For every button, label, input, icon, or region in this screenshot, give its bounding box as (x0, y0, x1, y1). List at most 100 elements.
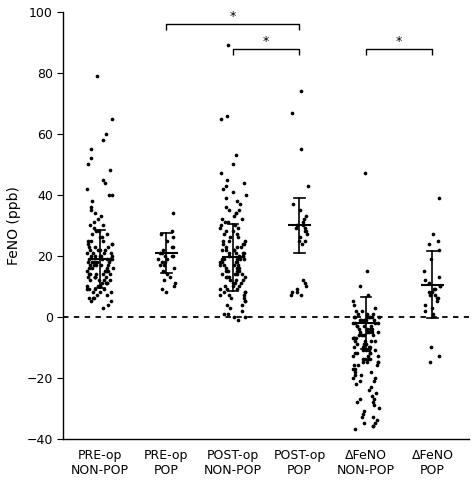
Point (84, 258, 91, 266)
Point (357, 282, 364, 290)
Point (230, 246, 238, 254)
Point (218, 215, 226, 223)
Point (220, 288, 228, 296)
Point (426, 359, 434, 366)
Point (218, 258, 226, 266)
Point (103, 291, 110, 299)
Point (350, 343, 357, 351)
Point (372, 337, 379, 345)
Point (83, 282, 91, 290)
Point (239, 240, 247, 247)
Point (240, 249, 248, 257)
Point (365, 291, 372, 299)
Point (233, 276, 240, 284)
Point (238, 215, 246, 223)
Point (86, 246, 94, 254)
Point (436, 194, 443, 202)
Point (425, 288, 433, 296)
Point (301, 279, 308, 287)
Point (357, 316, 365, 324)
Point (365, 343, 373, 351)
Point (351, 313, 359, 320)
Point (352, 307, 360, 315)
Point (105, 258, 112, 266)
Point (85, 240, 92, 247)
Point (99, 234, 106, 242)
Point (298, 145, 305, 153)
Point (101, 267, 109, 275)
Point (368, 313, 376, 320)
Point (91, 286, 99, 293)
Point (92, 227, 100, 235)
Point (436, 282, 444, 290)
Point (360, 340, 368, 348)
Point (86, 270, 93, 278)
Point (369, 413, 377, 421)
Point (369, 423, 377, 430)
Point (426, 291, 433, 299)
Point (88, 230, 96, 238)
Point (220, 255, 228, 263)
Point (222, 273, 230, 281)
Point (367, 383, 375, 391)
Point (238, 301, 246, 308)
Point (91, 258, 99, 266)
Point (433, 295, 441, 302)
Point (90, 225, 98, 232)
Point (91, 209, 99, 217)
Point (349, 334, 357, 342)
Point (224, 301, 231, 308)
Point (166, 273, 174, 281)
Point (365, 328, 373, 336)
Point (97, 252, 104, 259)
Point (429, 310, 437, 318)
Point (226, 304, 234, 312)
Point (428, 288, 436, 296)
Point (229, 188, 237, 196)
Point (351, 371, 358, 378)
Point (370, 377, 378, 385)
Point (351, 368, 359, 376)
Point (90, 295, 98, 302)
Point (241, 298, 249, 305)
Point (236, 200, 244, 208)
Point (296, 234, 303, 242)
Point (436, 246, 443, 254)
Point (160, 261, 168, 269)
Point (92, 261, 100, 269)
Point (350, 313, 358, 320)
Point (157, 230, 165, 238)
Point (169, 243, 177, 251)
Point (364, 356, 372, 363)
Point (372, 420, 379, 427)
Point (299, 276, 307, 284)
Point (434, 295, 441, 302)
Point (357, 395, 364, 403)
Point (99, 270, 107, 278)
Point (163, 270, 170, 278)
Point (91, 273, 99, 281)
Point (231, 279, 239, 287)
Point (84, 249, 91, 257)
Point (238, 243, 245, 251)
Point (241, 288, 249, 296)
Point (218, 246, 226, 254)
Point (99, 221, 107, 229)
Point (364, 325, 371, 333)
Point (351, 364, 359, 372)
Point (169, 252, 177, 259)
Point (436, 352, 443, 360)
Point (355, 310, 362, 318)
Point (216, 225, 224, 232)
Point (105, 191, 112, 199)
Point (351, 319, 358, 327)
Point (358, 413, 366, 421)
Point (97, 282, 104, 290)
Point (222, 203, 230, 211)
Point (360, 408, 367, 415)
Point (232, 258, 239, 266)
Point (432, 291, 439, 299)
Point (168, 243, 176, 251)
Point (368, 328, 376, 336)
Point (218, 270, 226, 278)
